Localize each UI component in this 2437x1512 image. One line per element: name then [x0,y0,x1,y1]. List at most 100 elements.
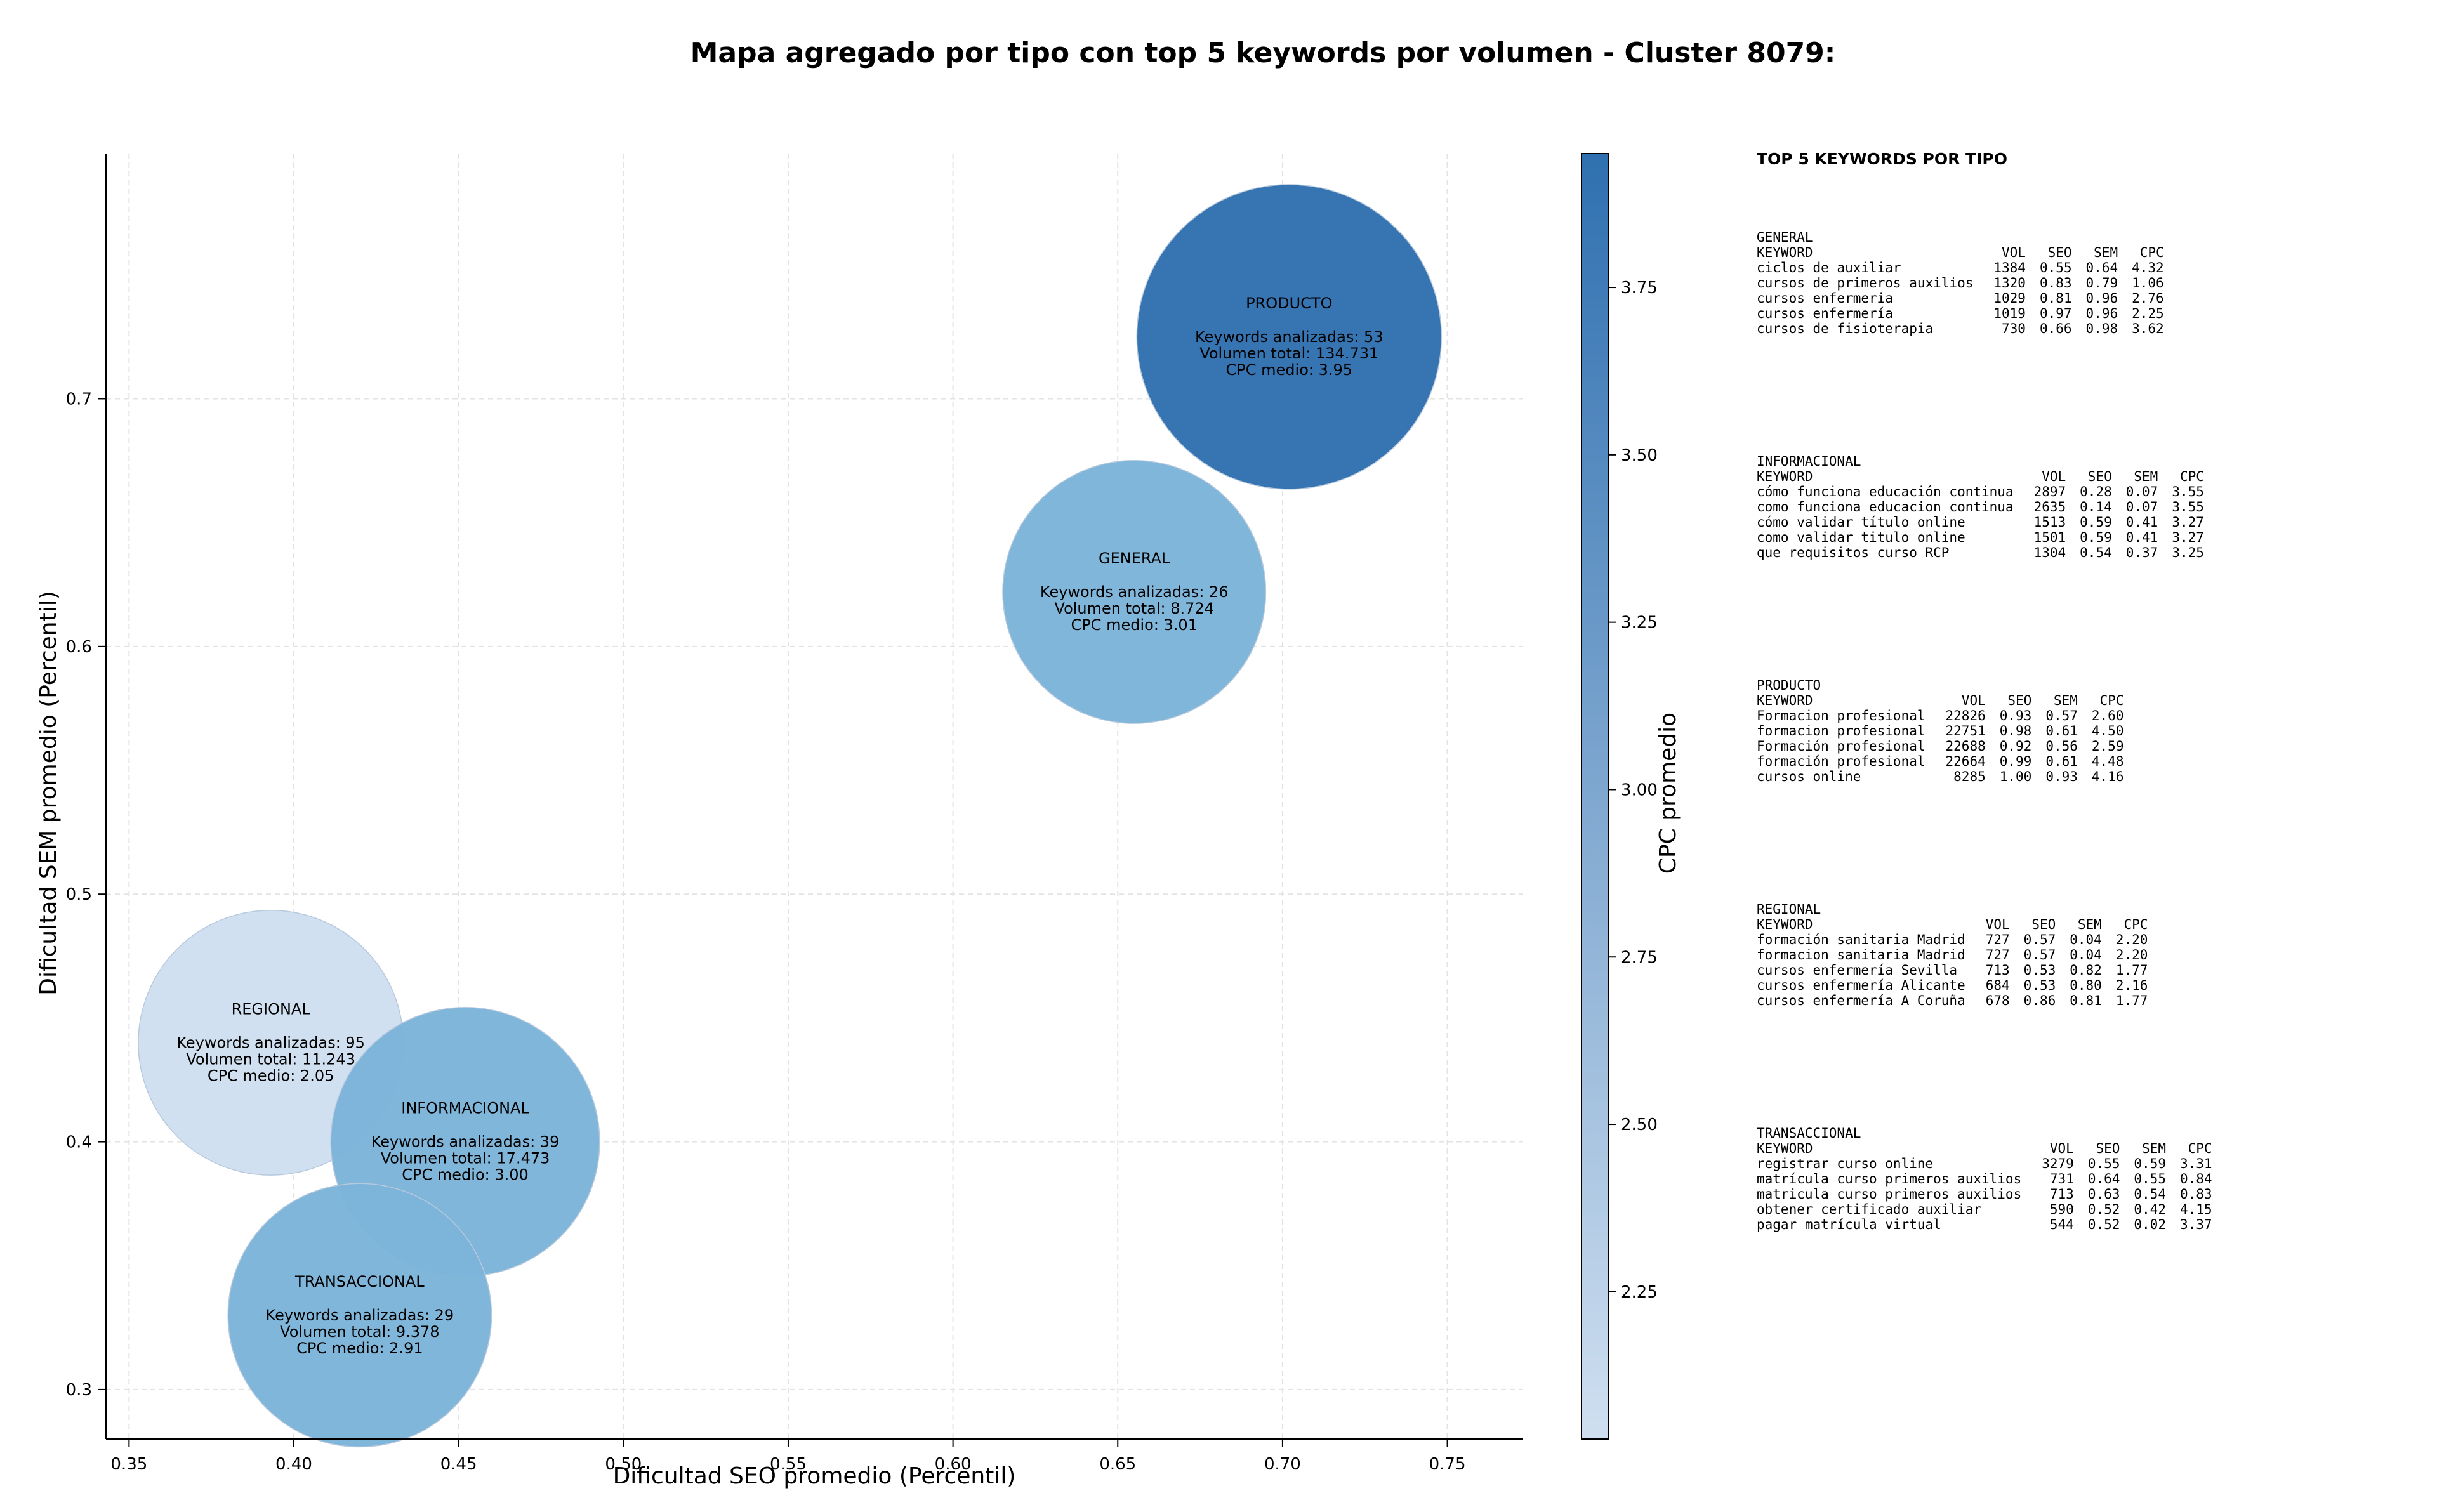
value-cell: 2635 [2033,499,2066,515]
value-cell: 4.32 [2132,260,2164,275]
value-cell: 0.61 [2045,723,2078,739]
value-cell: 0.02 [2134,1217,2166,1232]
x-tick-label: 0.55 [770,1455,807,1474]
value-cell: 3.25 [2172,545,2204,560]
value-cell: 2.25 [2132,306,2164,321]
table-row: matrícula curso primeros auxilios 731 0.64… [1757,1171,2212,1187]
value-cell: 2897 [2033,484,2066,499]
keyword-group-general: GENERAL KEYWORD VOL SEO SEM CPC ciclos de auxi… [1757,230,2417,454]
keyword-cell: pagar matrícula virtual [1757,1217,1941,1232]
keyword-cell: cursos enfermeria [1757,291,1893,306]
bubble-cpc-label: CPC medio: 3.00 [402,1166,529,1184]
value-cell: 1513 [2033,515,2066,530]
header-vol: VOL [2002,245,2026,260]
table-row: cómo validar título online 1513 0.59 0.41 3.… [1757,515,2204,530]
value-cell: 0.63 [2087,1187,2120,1202]
bubble-volume-label: Volumen total: 17.473 [381,1150,550,1167]
table-row: registrar curso online 3279 0.55 0.59 3.31 [1757,1156,2212,1171]
value-cell: 713 [2049,1187,2074,1202]
bubble-type-label: REGIONAL [232,1000,311,1018]
value-cell: 1.06 [2132,275,2164,291]
value-cell: 3.62 [2132,321,2164,336]
bubble-circle [1136,184,1443,490]
table-row: cursos enfermeria 1029 0.81 0.96 2.76 [1757,291,2164,306]
keyword-table-header: KEYWORD VOL SEO SEM CPC [1757,693,2123,708]
value-cell: 731 [2049,1171,2074,1187]
value-cell: 22664 [1945,754,1986,769]
keyword-group-name: PRODUCTO [1757,678,1821,693]
colorbar-gradient [1581,153,1609,1440]
keyword-cell: cursos enfermería A Coruña [1757,993,1965,1008]
bubble-count-label: Keywords analizadas: 29 [266,1306,454,1324]
x-tick-label: 0.40 [275,1455,312,1474]
grid [106,154,1523,1439]
x-tick-label: 0.35 [110,1455,147,1474]
value-cell: 0.56 [2045,739,2078,754]
bubble-count-label: Keywords analizadas: 39 [371,1133,560,1151]
axes: 0.35 0.40 0.45 0.50 0.55 0.60 0.65 0.70 0.75 0.3 0… [66,154,1523,1474]
value-cell: 0.79 [2085,275,2118,291]
value-cell: 0.83 [2179,1187,2212,1202]
value-cell: 1029 [1993,291,2026,306]
header-keyword: KEYWORD [1757,245,1813,260]
value-cell: 0.57 [2045,708,2078,723]
value-cell: 0.52 [2087,1202,2120,1217]
value-cell: 544 [2049,1217,2074,1232]
keyword-table-header: KEYWORD VOL SEO SEM CPC [1757,917,2148,932]
header-seo: SEO [2087,469,2112,484]
bubble-volume-label: Volumen total: 11.243 [186,1050,355,1068]
value-cell: 727 [1985,932,2010,947]
value-cell: 590 [2049,1202,2074,1217]
value-cell: 0.07 [2125,484,2158,499]
value-cell: 0.41 [2125,530,2158,545]
header-sem: SEM [2142,1141,2166,1156]
value-cell: 2.59 [2091,739,2124,754]
value-cell: 0.28 [2080,484,2112,499]
bubble-cpc-label: CPC medio: 3.01 [1071,616,1198,634]
value-cell: 0.07 [2125,499,2158,515]
value-cell: 0.54 [2134,1187,2166,1202]
value-cell: 678 [1985,993,2010,1008]
bubble-volume-label: Volumen total: 134.731 [1199,345,1378,362]
keyword-cell: matricula curso primeros auxilios [1757,1187,2022,1202]
value-cell: 0.66 [2039,321,2072,336]
chart-title: Mapa agregado por tipo con top 5 keyword… [690,37,1836,69]
value-cell: 713 [1985,963,2010,978]
header-cpc: CPC [2188,1141,2212,1156]
value-cell: 1.77 [2115,963,2148,978]
header-seo: SEO [2031,917,2056,932]
table-row: como validar titulo online 1501 0.59 0.41 3.… [1757,530,2204,545]
y-axis-label: Dificultad SEM promedio (Percentil) [36,591,62,996]
value-cell: 0.42 [2134,1202,2166,1217]
table-row: cursos enfermería 1019 0.97 0.96 2.25 [1757,306,2164,321]
table-row: Formacion profesional 22826 0.93 0.57 2.60 [1757,708,2123,723]
x-tick-label: 0.60 [935,1455,972,1474]
keyword-group-name: REGIONAL [1757,902,1821,917]
value-cell: 0.96 [2085,291,2118,306]
value-cell: 3.27 [2172,530,2204,545]
keyword-table: KEYWORD VOL SEO SEM CPC Formacion profesional… [1757,693,2123,784]
colorbar-tick-label: 3.50 [1621,446,1658,465]
header-keyword: KEYWORD [1757,469,1813,484]
value-cell: 0.55 [2087,1156,2120,1171]
bubble-type-label: PRODUCTO [1246,294,1332,312]
keyword-group-informacional: INFORMACIONAL KEYWORD VOL SEO SEM CPC cómo fun… [1757,454,2417,678]
keyword-cell: cursos de primeros auxilios [1757,275,1974,291]
value-cell: 0.59 [2080,515,2112,530]
value-cell: 1.77 [2115,993,2148,1008]
keyword-cell: formacion sanitaria Madrid [1757,947,1965,963]
keyword-group-transaccional: TRANSACCIONAL KEYWORD VOL SEO SEM CPC registra… [1757,1126,2417,1350]
value-cell: 0.81 [2070,993,2102,1008]
header-sem: SEM [2134,469,2158,484]
bubble-volume-label: Volumen total: 8.724 [1055,600,1214,617]
value-cell: 0.83 [2039,275,2072,291]
header-seo: SEO [2007,693,2032,708]
value-cell: 0.54 [2080,545,2112,560]
keyword-table: KEYWORD VOL SEO SEM CPC formación sanitaria M… [1757,917,2148,1008]
keyword-cell: formacion profesional [1757,723,1925,739]
table-row: pagar matrícula virtual 544 0.52 0.02 3.37 [1757,1217,2212,1232]
value-cell: 1501 [2033,530,2066,545]
